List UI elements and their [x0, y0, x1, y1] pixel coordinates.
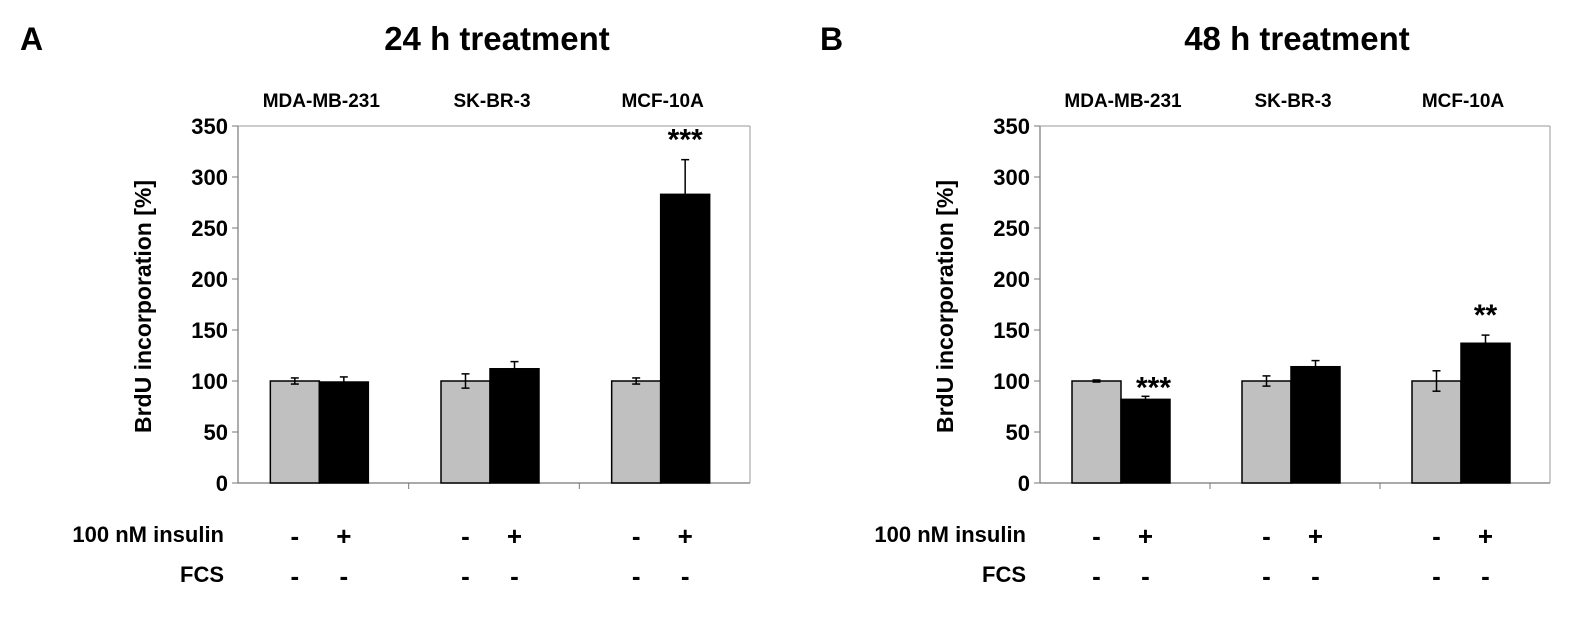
bar-control	[1241, 380, 1292, 484]
condition-sign: -	[290, 561, 299, 591]
condition-sign: -	[1481, 561, 1490, 591]
condition-row-label: 100 nM insulin	[72, 522, 224, 547]
condition-sign: -	[1092, 521, 1101, 551]
significance-marker: **	[1474, 299, 1498, 332]
y-tick-label: 250	[993, 216, 1030, 241]
category-label: MCF-10A	[621, 91, 704, 112]
category-label: SK-BR-3	[1254, 91, 1331, 112]
condition-sign: -	[632, 521, 641, 551]
category-label: MDA-MB-231	[1064, 91, 1182, 112]
condition-sign: +	[1138, 521, 1153, 551]
y-tick-label: 300	[993, 165, 1030, 190]
y-tick-label: 300	[191, 165, 228, 190]
condition-sign: -	[461, 561, 470, 591]
chart-title: 48 h treatment	[1184, 20, 1410, 57]
category-label: MCF-10A	[1422, 91, 1505, 112]
bar-insulin	[1120, 398, 1171, 484]
condition-sign: -	[339, 561, 348, 591]
bar-insulin	[318, 381, 370, 484]
condition-sign: +	[507, 521, 522, 551]
condition-sign: +	[336, 521, 351, 551]
bar-insulin	[659, 193, 711, 484]
y-tick-label: 0	[1018, 471, 1030, 496]
condition-sign: -	[1262, 521, 1271, 551]
y-tick-label: 350	[191, 114, 228, 139]
y-axis-label: BrdU incorporation [%]	[130, 180, 156, 433]
y-tick-label: 100	[191, 369, 228, 394]
panel-a: A 24 h treatment 0 50 100 150 200 250 300 350 BrdU…	[20, 20, 751, 591]
y-tick-label: 50	[204, 420, 228, 445]
bar-insulin	[489, 368, 540, 484]
condition-sign: -	[1311, 561, 1320, 591]
y-tick-label: 200	[993, 267, 1030, 292]
condition-sign: -	[290, 521, 299, 551]
bar-insulin	[1460, 342, 1511, 484]
bar-control	[269, 380, 321, 484]
y-tick-label: 50	[1006, 420, 1030, 445]
y-tick-label: 150	[191, 318, 228, 343]
bar-control	[610, 380, 662, 484]
condition-row-label: FCS	[982, 562, 1026, 587]
y-tick-label: 100	[993, 369, 1030, 394]
condition-sign: -	[681, 561, 690, 591]
condition-sign: -	[632, 561, 641, 591]
chart-title: 24 h treatment	[384, 20, 610, 57]
condition-sign: -	[1141, 561, 1150, 591]
y-tick-label: 0	[216, 471, 228, 496]
y-tick-label: 350	[993, 114, 1030, 139]
condition-row-label: FCS	[180, 562, 224, 587]
condition-sign: +	[1478, 521, 1493, 551]
category-label: SK-BR-3	[453, 91, 530, 112]
y-axis-label: BrdU incorporation [%]	[932, 180, 958, 433]
panel-label: B	[820, 21, 843, 57]
bar-control	[1071, 380, 1122, 484]
category-label: MDA-MB-231	[263, 91, 381, 112]
panel-b: B 48 h treatment 0 50 100 150 200 250 300 350 BrdU…	[820, 20, 1551, 591]
condition-sign: +	[678, 521, 693, 551]
significance-marker: ***	[1136, 371, 1171, 404]
y-tick-label: 250	[191, 216, 228, 241]
significance-marker: ***	[668, 124, 703, 157]
bar-control	[1411, 380, 1462, 484]
condition-sign: +	[1308, 521, 1323, 551]
condition-sign: -	[1432, 521, 1441, 551]
panel-label: A	[20, 21, 43, 57]
y-tick-label: 200	[191, 267, 228, 292]
bar-insulin	[1290, 365, 1341, 484]
bar-control	[440, 380, 491, 484]
condition-sign: -	[1092, 561, 1101, 591]
condition-sign: -	[1432, 561, 1441, 591]
condition-sign: -	[510, 561, 519, 591]
condition-sign: -	[461, 521, 470, 551]
condition-row-label: 100 nM insulin	[874, 522, 1026, 547]
y-tick-label: 150	[993, 318, 1030, 343]
condition-sign: -	[1262, 561, 1271, 591]
